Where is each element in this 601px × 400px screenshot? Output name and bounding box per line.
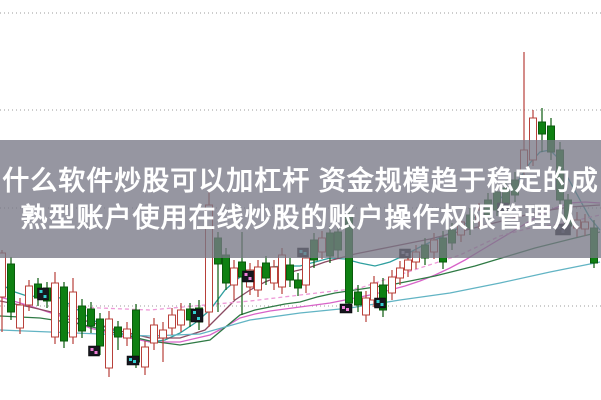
candle-up-red — [370, 282, 378, 301]
candle-up-red — [302, 257, 310, 286]
candle-up-red — [177, 309, 185, 326]
candle-down-green — [78, 305, 86, 332]
signal-marker-glyph — [129, 358, 132, 361]
signal-marker — [37, 287, 49, 301]
candle-down-green — [114, 326, 122, 338]
signal-marker-glyph — [94, 351, 98, 354]
candle-down-green — [96, 318, 104, 347]
candle-up-red — [388, 276, 396, 294]
candle-up-red — [254, 266, 262, 291]
signal-marker-glyph — [376, 300, 380, 303]
signal-marker-glyph — [133, 360, 136, 363]
banner-text-line2: 熟型账户使用在线炒股的账户操作权限管理从 — [20, 203, 581, 233]
candle-up-red — [150, 324, 158, 344]
signal-marker-glyph — [342, 306, 345, 309]
signal-marker — [242, 270, 254, 283]
candle-down-green — [354, 291, 362, 306]
signal-marker-glyph — [39, 290, 43, 293]
signal-marker — [190, 308, 204, 323]
banner-text-line1: 什么软件炒股可以加杠杆 资金规模趋于稳定的成 — [2, 166, 599, 196]
candle-up-red — [396, 267, 404, 279]
signal-marker-glyph — [43, 295, 47, 298]
candle-down-green — [7, 263, 15, 313]
candle-up-red — [69, 291, 77, 338]
candle-down-green — [60, 286, 68, 342]
candle-up-red — [362, 297, 370, 316]
candle-down-green — [538, 121, 546, 135]
signal-marker-glyph — [380, 303, 384, 306]
signal-marker — [88, 345, 100, 357]
signal-marker-glyph — [346, 308, 349, 311]
title-banner: 什么软件炒股可以加杠杆 资金规模趋于稳定的成 熟型账户使用在线炒股的账户操作权限… — [0, 140, 601, 258]
signal-marker-glyph — [248, 277, 252, 280]
candle-down-green — [132, 309, 140, 363]
candle-up-red — [230, 267, 238, 286]
candle-up-red — [16, 304, 24, 329]
signal-marker-glyph — [244, 273, 248, 276]
candle-down-green — [294, 279, 302, 289]
candle-up-red — [168, 314, 176, 329]
candle-up-red — [0, 252, 6, 298]
candle-down-green — [262, 262, 270, 279]
signal-marker-glyph — [90, 348, 94, 351]
signal-marker-glyph — [197, 317, 200, 320]
signal-marker — [374, 297, 386, 309]
candle-down-green — [222, 254, 230, 284]
candle-up-red — [278, 254, 286, 288]
candle-down-green — [286, 264, 294, 281]
candle-up-red — [105, 318, 113, 369]
candle-up-red — [123, 328, 131, 339]
signal-marker-glyph — [193, 311, 196, 314]
candle-down-green — [379, 284, 387, 311]
candle-up-red — [25, 285, 33, 306]
candle-up-red — [141, 346, 149, 368]
candle-up-red — [404, 259, 412, 271]
candle-down-green — [87, 308, 95, 327]
candle-down-green — [238, 261, 246, 278]
candle-up-red — [51, 282, 59, 338]
candle-up-red — [270, 266, 278, 284]
candle-up-red — [159, 329, 167, 339]
